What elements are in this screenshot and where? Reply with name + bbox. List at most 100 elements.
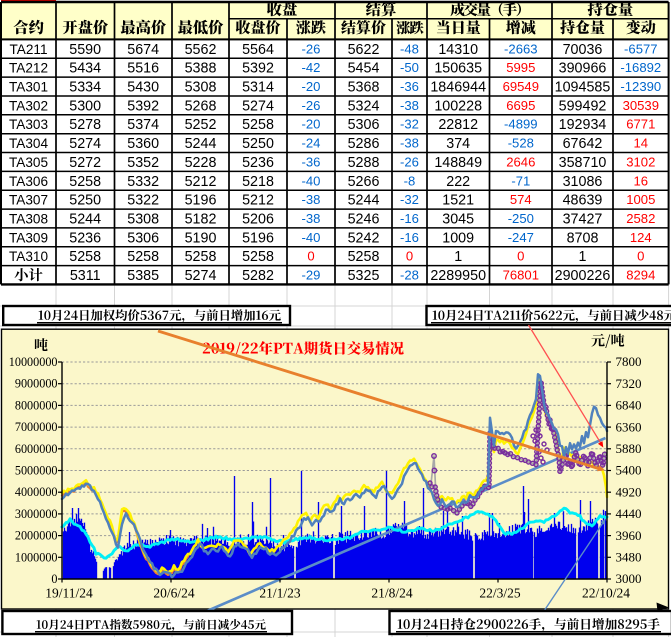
- svg-text:-2663: -2663: [504, 41, 538, 56]
- svg-text:-38: -38: [302, 192, 321, 207]
- svg-text:5258: 5258: [69, 249, 101, 265]
- svg-text:-6577: -6577: [624, 41, 658, 56]
- svg-text:5590: 5590: [69, 42, 101, 58]
- svg-text:-12390: -12390: [620, 79, 661, 94]
- svg-text:5360: 5360: [127, 136, 159, 152]
- svg-text:5252: 5252: [185, 117, 217, 133]
- svg-text:-32: -32: [400, 117, 419, 132]
- svg-text:5325: 5325: [348, 268, 380, 284]
- svg-text:21/1/23: 21/1/23: [259, 586, 301, 601]
- svg-text:16: 16: [634, 173, 649, 188]
- svg-text:574: 574: [510, 192, 532, 207]
- svg-text:-20: -20: [302, 79, 321, 94]
- svg-text:30539: 30539: [623, 98, 659, 113]
- svg-text:0: 0: [307, 249, 314, 264]
- svg-text:5246: 5246: [348, 212, 380, 228]
- svg-text:-42: -42: [302, 60, 321, 75]
- svg-text:7800: 7800: [616, 354, 642, 369]
- svg-text:-48: -48: [400, 41, 419, 56]
- svg-text:5400: 5400: [616, 463, 642, 478]
- svg-text:5236: 5236: [69, 230, 101, 246]
- svg-text:48639: 48639: [563, 193, 603, 209]
- svg-text:-16: -16: [400, 230, 419, 245]
- svg-text:5374: 5374: [127, 117, 159, 133]
- svg-text:-24: -24: [302, 136, 321, 151]
- svg-text:-4899: -4899: [504, 117, 538, 132]
- svg-text:TA307: TA307: [9, 193, 48, 208]
- svg-text:5674: 5674: [127, 42, 159, 58]
- svg-text:TA303: TA303: [9, 117, 48, 132]
- svg-text:5311: 5311: [70, 268, 101, 284]
- svg-text:5258: 5258: [69, 174, 101, 190]
- svg-text:5516: 5516: [127, 61, 159, 77]
- svg-text:2289950: 2289950: [430, 268, 486, 284]
- svg-text:TA304: TA304: [9, 136, 48, 151]
- svg-text:-71: -71: [511, 173, 530, 188]
- svg-text:3000000: 3000000: [15, 507, 58, 521]
- svg-text:5196: 5196: [185, 193, 217, 209]
- svg-text:5322: 5322: [127, 193, 159, 209]
- svg-text:5392: 5392: [127, 98, 159, 114]
- svg-text:7320: 7320: [616, 376, 642, 391]
- svg-text:31086: 31086: [563, 174, 603, 190]
- svg-text:599492: 599492: [559, 98, 607, 114]
- svg-text:TA305: TA305: [9, 155, 48, 170]
- svg-text:5182: 5182: [185, 212, 217, 228]
- svg-text:8000000: 8000000: [15, 398, 58, 412]
- svg-text:5212: 5212: [185, 174, 217, 190]
- svg-text:-26: -26: [400, 154, 419, 169]
- svg-text:3960: 3960: [616, 528, 642, 543]
- svg-text:-250: -250: [508, 211, 534, 226]
- svg-text:14: 14: [634, 136, 649, 151]
- svg-text:5282: 5282: [242, 268, 274, 284]
- svg-text:5236: 5236: [242, 155, 274, 171]
- svg-text:-36: -36: [302, 154, 321, 169]
- svg-text:19/11/24: 19/11/24: [45, 586, 93, 601]
- svg-text:0: 0: [517, 249, 524, 264]
- svg-text:1009: 1009: [442, 230, 474, 246]
- svg-text:22812: 22812: [438, 117, 478, 133]
- svg-text:1521: 1521: [442, 193, 474, 209]
- svg-text:5434: 5434: [69, 61, 101, 77]
- svg-text:5385: 5385: [127, 268, 159, 284]
- svg-text:TA301: TA301: [9, 80, 48, 95]
- svg-text:0: 0: [637, 249, 644, 264]
- svg-text:-32: -32: [400, 192, 419, 207]
- svg-text:5206: 5206: [242, 212, 274, 228]
- svg-text:5308: 5308: [127, 212, 159, 228]
- svg-text:6360: 6360: [616, 419, 642, 434]
- svg-text:8294: 8294: [626, 268, 655, 283]
- svg-text:4920: 4920: [616, 484, 642, 499]
- svg-text:5622: 5622: [348, 42, 380, 58]
- svg-text:TA302: TA302: [9, 98, 48, 113]
- svg-text:1000000: 1000000: [15, 550, 58, 564]
- svg-text:1846944: 1846944: [430, 80, 486, 96]
- svg-text:21/8/24: 21/8/24: [371, 586, 413, 601]
- svg-text:5288: 5288: [348, 155, 380, 171]
- svg-text:3102: 3102: [626, 154, 655, 169]
- svg-text:5564: 5564: [242, 42, 274, 58]
- svg-text:148849: 148849: [434, 155, 482, 171]
- svg-text:222: 222: [446, 174, 470, 190]
- svg-text:5334: 5334: [69, 80, 101, 96]
- svg-text:TA212: TA212: [9, 61, 48, 76]
- svg-text:76801: 76801: [503, 268, 539, 283]
- svg-text:5244: 5244: [69, 212, 101, 228]
- svg-text:5228: 5228: [185, 155, 217, 171]
- svg-text:150635: 150635: [434, 61, 482, 77]
- svg-text:-50: -50: [400, 60, 419, 75]
- svg-text:-36: -36: [400, 79, 419, 94]
- svg-text:9000000: 9000000: [15, 377, 58, 391]
- svg-text:2000000: 2000000: [15, 529, 58, 543]
- svg-text:5218: 5218: [242, 174, 274, 190]
- svg-text:8708: 8708: [567, 230, 599, 246]
- svg-text:5308: 5308: [185, 80, 217, 96]
- svg-text:-247: -247: [508, 230, 534, 245]
- svg-text:10000000: 10000000: [9, 355, 58, 369]
- svg-text:5306: 5306: [348, 117, 380, 133]
- svg-text:4440: 4440: [616, 506, 642, 521]
- svg-text:1: 1: [454, 249, 462, 265]
- svg-text:5266: 5266: [348, 174, 380, 190]
- svg-text:3045: 3045: [442, 212, 474, 228]
- svg-text:TA309: TA309: [9, 230, 48, 245]
